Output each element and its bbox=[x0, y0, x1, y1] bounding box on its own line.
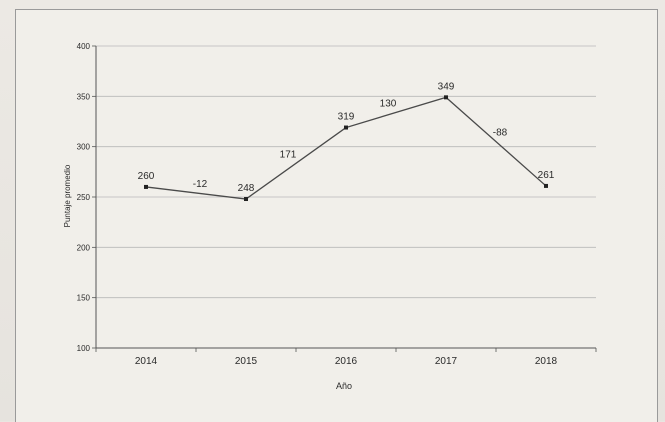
change-label-1: 171 bbox=[280, 149, 297, 160]
point-label-2018: 261 bbox=[538, 170, 555, 181]
data-point-2018 bbox=[544, 183, 548, 188]
x-tick-label-2014: 2014 bbox=[135, 356, 158, 367]
data-points bbox=[144, 95, 548, 202]
x-axis-ticks: 2014 2015 2016 2017 2018 bbox=[95, 348, 597, 367]
point-label-2016: 319 bbox=[338, 112, 355, 123]
point-labels: 260 248 319 349 261 bbox=[138, 81, 555, 194]
y-tick-label-250: 250 bbox=[77, 193, 91, 202]
x-tick-label-2016: 2016 bbox=[335, 356, 358, 367]
data-point-2017 bbox=[444, 95, 448, 100]
point-label-2014: 260 bbox=[138, 171, 155, 182]
x-axis-label: Año bbox=[336, 381, 352, 391]
chart-frame bbox=[15, 9, 658, 422]
y-tick-label-300: 300 bbox=[77, 143, 91, 152]
x-tick-label-2018: 2018 bbox=[535, 356, 558, 367]
y-axis-label: Puntaje promedio bbox=[63, 164, 72, 227]
y-tick-label-350: 350 bbox=[77, 92, 91, 101]
data-point-2014 bbox=[144, 184, 148, 189]
x-tick-label-2017: 2017 bbox=[435, 356, 458, 367]
change-label-3: -88 bbox=[493, 128, 508, 139]
x-tick-label-2015: 2015 bbox=[235, 356, 258, 367]
y-tick-label-400: 400 bbox=[77, 42, 91, 51]
gridlines bbox=[96, 45, 596, 349]
change-labels: -12 171 130 -88 bbox=[193, 98, 508, 190]
y-axis-ticks: 100 150 200 250 300 350 400 bbox=[77, 42, 96, 353]
data-point-2015 bbox=[244, 197, 248, 202]
y-tick-label-100: 100 bbox=[77, 344, 91, 353]
y-tick-label-200: 200 bbox=[77, 243, 91, 252]
y-tick-label-150: 150 bbox=[77, 294, 91, 303]
change-label-2: 130 bbox=[380, 98, 397, 109]
point-label-2015: 248 bbox=[238, 183, 255, 194]
change-label-0: -12 bbox=[193, 179, 208, 190]
data-point-2016 bbox=[344, 125, 348, 130]
point-label-2017: 349 bbox=[438, 81, 455, 92]
